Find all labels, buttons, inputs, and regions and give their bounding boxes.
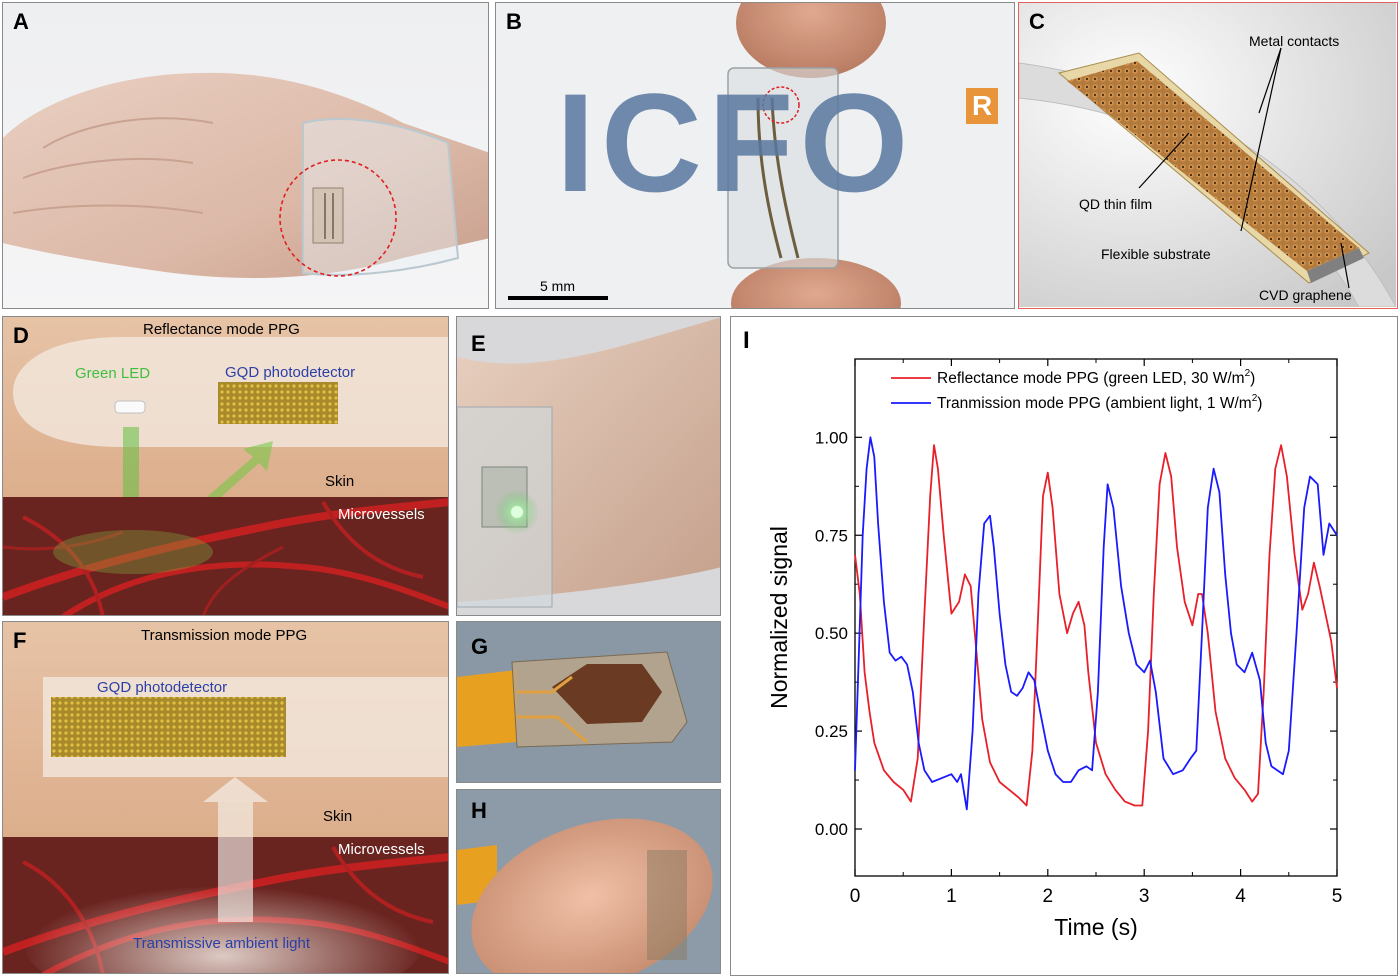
plot-frame [854,358,1338,877]
panel-b-photo [496,3,1014,308]
d-green-led: Green LED [75,365,151,382]
panel-i: I 0 1 2 3 4 5 0.00 0.25 0.50 0.75 1.00 Time (s) Norm… [730,316,1398,976]
panel-h-photo [457,790,720,973]
f-skin: Skin [323,808,353,825]
f-detector: GQD photodetector [97,679,228,696]
legend-entry: Tranmission mode PPG (ambient light, 1 W… [937,393,1262,412]
y-axis-label: Normalized signal [766,526,792,709]
label-qd-thin-film: QD thin film [1079,196,1153,212]
region-circle [279,159,397,277]
panel-d-illustration [3,317,448,615]
panel-label-e: E [471,331,486,356]
panel-g: G [456,621,721,783]
d-title: Reflectance mode PPG [143,321,300,338]
x-tick-label: 0 [850,886,861,907]
scale-bar [508,296,608,300]
scale-bar-label: 5 mm [540,278,575,294]
panel-h: H [456,789,721,974]
panel-b: ICFO R B 5 mm [495,2,1015,309]
x-tick-label: 3 [1139,886,1150,907]
panel-label-h: H [471,798,487,823]
label-cvd-graphene: CVD graphene [1259,287,1352,303]
y-tick-label: 0.25 [815,722,848,741]
panel-f-illustration [3,622,448,973]
x-tick-label: 2 [1043,886,1054,907]
panel-d: D Reflectance mode PPG Green LED GQD pho… [2,316,449,616]
d-microvessels: Microvessels [338,506,425,523]
series-line-reflectance [854,444,1338,807]
panel-label-f: F [13,628,27,653]
d-detector: GQD photodetector [225,364,356,381]
panel-e-photo [457,317,720,615]
panel-c: C Metal contacts QD thin film Flexible s… [1018,2,1398,309]
x-tick-label: 5 [1332,886,1343,907]
y-tick-label: 1.00 [815,428,848,447]
icfo-logo-mark: R [966,88,999,124]
label-flexible-substrate: Flexible substrate [1101,246,1211,262]
panel-a: A [2,2,489,309]
icfo-logo: ICFO [556,64,915,221]
d-skin: Skin [325,473,355,490]
panel-label-i: I [743,327,750,354]
panel-a-photo [3,3,488,308]
panel-label-a: A [13,9,29,34]
ppg-chart: 0 1 2 3 4 5 0.00 0.25 0.50 0.75 1.00 Time (s) Normal… [766,358,1343,940]
panel-label-c: C [1029,9,1045,34]
panel-e: E [456,316,721,616]
legend-entry: Reflectance mode PPG (green LED, 30 W/m2… [937,368,1255,387]
panel-label-b: B [506,9,522,34]
panel-g-photo [457,622,720,782]
f-microvessels: Microvessels [338,841,425,858]
f-title: Transmission mode PPG [141,627,308,644]
x-axis-label: Time (s) [1054,914,1137,940]
x-tick-label: 1 [946,886,957,907]
series-line-transmission [854,436,1338,811]
y-tick-label: 0.00 [815,820,848,839]
x-tick-label: 4 [1235,886,1246,907]
panel-label-g: G [471,634,489,659]
panel-label-d: D [13,323,29,348]
y-tick-label: 0.75 [815,526,848,545]
panel-c-illustration [1019,3,1396,307]
label-metal-contacts: Metal contacts [1249,33,1340,49]
panel-f: F Transmission mode PPG GQD photodetecto… [2,621,449,974]
y-tick-label: 0.50 [815,624,848,643]
f-ambient: Transmissive ambient light [133,935,311,952]
